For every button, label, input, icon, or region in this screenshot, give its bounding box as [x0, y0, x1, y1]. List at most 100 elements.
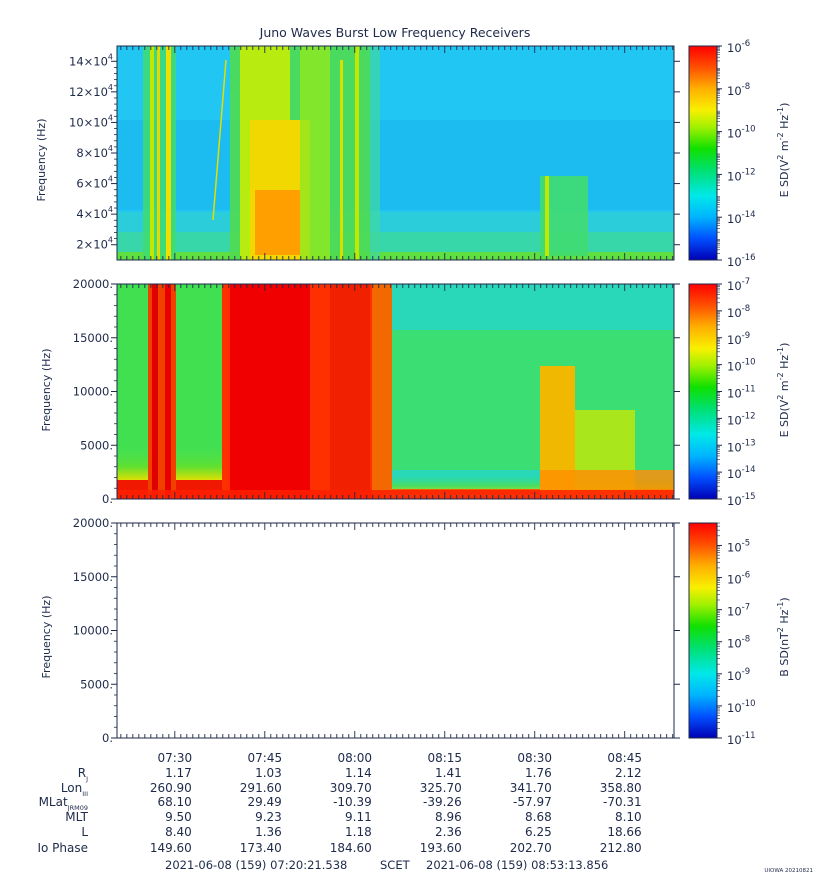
- panel-middle-spectrogram: [117, 284, 674, 499]
- panel-top-colorbar-label: E SD(V2 m-2 Hz-1): [776, 103, 791, 198]
- ephemeris-value: 29.49: [247, 795, 281, 809]
- ephemeris-value: 1.76: [525, 766, 552, 780]
- y-tick-label: 4×104: [76, 205, 113, 221]
- ephemeris-value: -39.26: [423, 795, 462, 809]
- ephemeris-value: 8.68: [525, 810, 552, 824]
- y-tick-label: 2×104: [76, 236, 113, 252]
- ephemeris-value: -10.39: [333, 795, 372, 809]
- ephemeris-value: 1.17: [165, 766, 192, 780]
- x-tick-label: 08:15: [427, 751, 462, 765]
- ephemeris-row-label: Io Phase: [37, 841, 88, 855]
- y-tick-label: 10000.: [73, 385, 113, 399]
- ephemeris-row-label: MLatJRM09: [39, 795, 88, 812]
- x-tick-label: 08:00: [337, 751, 372, 765]
- colorbar-tick-label: 10-6: [727, 571, 750, 587]
- colorbar-tick-label: 10-10: [727, 699, 756, 715]
- panel-top-spectrogram: [117, 46, 674, 260]
- ephemeris-value: 1.14: [345, 766, 372, 780]
- y-tick-label: 6×104: [76, 175, 113, 191]
- colorbar-tick-label: 10-12: [727, 411, 756, 427]
- footer-end-time: 2021-06-08 (159) 08:53:13.856: [426, 858, 608, 872]
- panel-middle-y-ticks: 0. 5000. 10000. 15000. 20000.: [73, 277, 680, 506]
- ephemeris-row-label: MLT: [65, 810, 88, 824]
- ephemeris-row-label: LonIII: [61, 781, 88, 798]
- panel-top-y-ticks: 2×104 4×104 6×104 8×104 10×104 12×104 14×104: [69, 52, 680, 252]
- y-tick-label: 10000.: [73, 624, 113, 638]
- x-tick-label: 08:45: [607, 751, 642, 765]
- x-tick-label: 07:45: [248, 751, 283, 765]
- panel-bottom-colorbar: [688, 522, 718, 739]
- panel-bottom-y-ticks: 0. 5000. 10000. 15000. 20000.: [73, 516, 680, 745]
- ephemeris-value: 8.40: [165, 825, 192, 839]
- colorbar-tick-label: 10-6: [727, 39, 750, 55]
- panel-middle-colorbar: [688, 283, 718, 500]
- ephemeris-value: 193.60: [420, 841, 462, 855]
- ephemeris-value: 9.50: [165, 810, 192, 824]
- ephemeris-value: 173.40: [240, 841, 282, 855]
- ephemeris-table: RJ 1.17 1.03 1.14 1.41 1.76 2.12 LonIII 260.90 29…: [37, 766, 641, 855]
- colorbar-tick-label: 10-11: [727, 731, 756, 747]
- colorbar-tick-label: 10-12: [727, 167, 756, 183]
- colorbar-tick-label: 10-16: [727, 253, 756, 269]
- panel-top-colorbar: [688, 45, 718, 261]
- credit-stamp: UIOWA 20210821: [764, 868, 813, 874]
- colorbar-tick-label: 10-9: [727, 667, 750, 683]
- ephemeris-value: 68.10: [157, 795, 191, 809]
- panel-bottom-ylabel: Frequency (Hz): [40, 596, 53, 679]
- panel-bottom-colorbar-ticks: 10-5 10-6 10-7 10-8 10-9 10-10 10-11: [717, 522, 756, 747]
- y-tick-label: 14×104: [69, 52, 113, 68]
- footer: 2021-06-08 (159) 07:20:21.538 SCET 2021-…: [165, 858, 608, 872]
- ephemeris-value: 212.80: [600, 841, 642, 855]
- panel-bottom-colorbar-label: B SD(nT2 Hz-1): [776, 597, 791, 676]
- colorbar-tick-label: 10-15: [727, 492, 756, 508]
- x-tick-label: 07:30: [158, 751, 193, 765]
- colorbar-tick-label: 10-10: [727, 358, 756, 374]
- ephemeris-value: 1.41: [435, 766, 462, 780]
- ephemeris-value: 9.23: [255, 810, 282, 824]
- ephemeris-value: 1.36: [255, 825, 282, 839]
- figure-title: Juno Waves Burst Low Frequency Receivers: [259, 25, 531, 40]
- ephemeris-value: 184.60: [330, 841, 372, 855]
- panel-top-ylabel: Frequency (Hz): [35, 119, 48, 202]
- ephemeris-value: 6.25: [525, 825, 552, 839]
- ephemeris-value: 202.70: [510, 841, 552, 855]
- y-tick-label: 20000.: [73, 277, 113, 291]
- ephemeris-value: 2.36: [435, 825, 462, 839]
- ephemeris-value: 8.10: [615, 810, 642, 824]
- x-axis-ticks: 07:30 07:45 08:00 08:15 08:30 08:45: [120, 46, 674, 765]
- footer-scet-label: SCET: [380, 858, 411, 872]
- ephemeris-row-label: L: [81, 825, 88, 839]
- panel-middle-colorbar-ticks: 10-7 10-8 10-9 10-10 10-11 10-12 10-13 10-14 10-…: [717, 277, 756, 508]
- ephemeris-value: -57.97: [513, 795, 552, 809]
- colorbar-tick-label: 10-10: [727, 125, 756, 141]
- ephemeris-value: 2.12: [615, 766, 642, 780]
- footer-start-time: 2021-06-08 (159) 07:20:21.538: [165, 858, 347, 872]
- y-tick-label: 5000.: [80, 677, 113, 691]
- colorbar-tick-label: 10-7: [727, 603, 750, 619]
- ephemeris-value: 358.80: [600, 781, 642, 795]
- ephemeris-value: 9.11: [345, 810, 372, 824]
- colorbar-tick-label: 10-8: [727, 304, 750, 320]
- colorbar-tick-label: 10-5: [727, 538, 750, 554]
- colorbar-tick-label: 10-14: [727, 465, 756, 481]
- colorbar-tick-label: 10-8: [727, 635, 750, 651]
- y-tick-label: 8×104: [76, 144, 113, 160]
- x-tick-label: 08:30: [517, 751, 552, 765]
- y-tick-label: 15000.: [73, 331, 113, 345]
- colorbar-tick-label: 10-7: [727, 277, 750, 293]
- panel-middle-ylabel: Frequency (Hz): [40, 349, 53, 432]
- ephemeris-value: 260.90: [150, 781, 192, 795]
- ephemeris-value: 1.18: [345, 825, 372, 839]
- colorbar-tick-label: 10-13: [727, 438, 756, 454]
- y-tick-label: 5000.: [80, 438, 113, 452]
- panel-middle-colorbar-label: E SD(V2 m-2 Hz-1): [776, 343, 791, 438]
- y-tick-label: 12×104: [69, 83, 113, 99]
- y-tick-label: 15000.: [73, 570, 113, 584]
- ephemeris-value: 1.03: [255, 766, 282, 780]
- ephemeris-row-label: RJ: [78, 766, 88, 783]
- panel-top-colorbar-ticks: 10-6 10-8 10-10 10-12 10-14 10-16: [717, 39, 756, 269]
- panel-bottom-frame: [116, 522, 675, 739]
- ephemeris-value: -70.31: [603, 795, 642, 809]
- colorbar-tick-label: 10-14: [727, 210, 756, 226]
